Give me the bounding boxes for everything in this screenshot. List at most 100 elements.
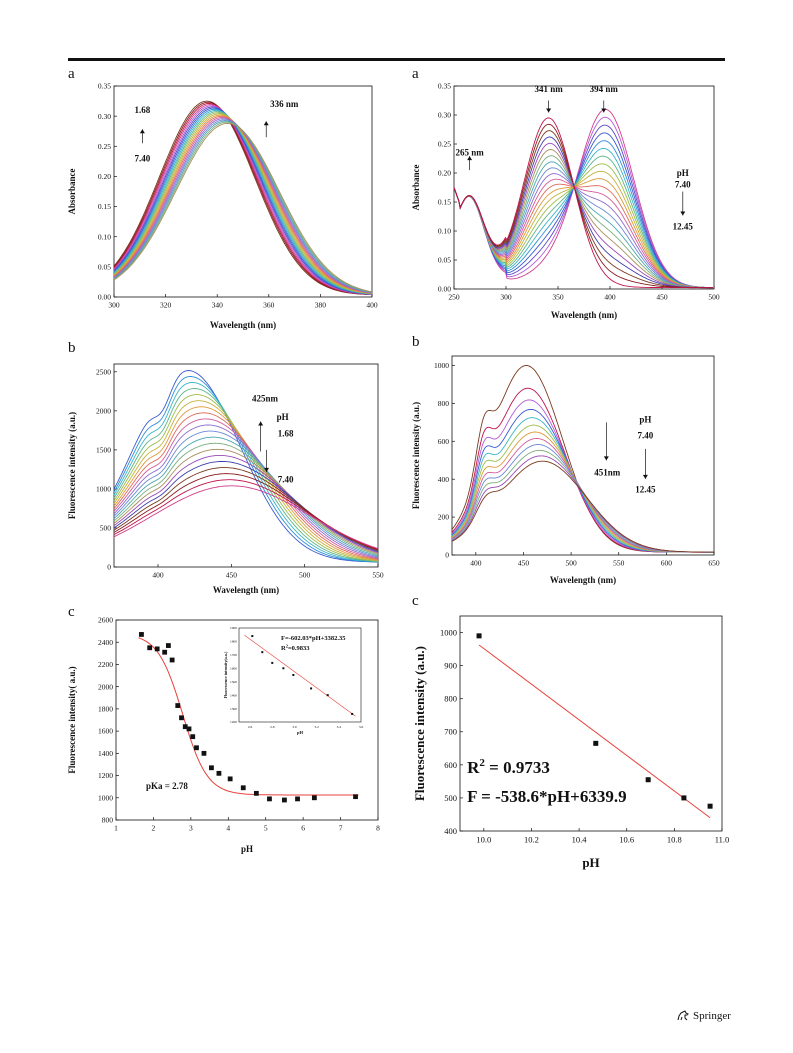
x-tick-label: 500 [565, 559, 577, 568]
x-tick-label: 250 [448, 293, 460, 302]
y-tick-label: 800 [438, 399, 450, 408]
data-point [209, 765, 214, 771]
data-point [166, 643, 171, 648]
y-tick-label: 0.25 [438, 140, 451, 149]
inset-y-tick-label: 1700 [230, 653, 237, 657]
data-point [162, 649, 168, 655]
panel-letter-c-right: c [412, 593, 419, 609]
x-tick-label: 2 [152, 824, 156, 833]
spectrum-line [453, 183, 713, 289]
spectrum-line [113, 382, 379, 563]
y-tick-label: 0.30 [98, 112, 111, 121]
x-tick-label: 300 [108, 301, 120, 310]
inset-frame [238, 627, 362, 723]
y-tick-label: 0.05 [438, 256, 451, 265]
y-tick-label: 0.15 [98, 202, 111, 211]
r-value: = 0.9733 [485, 758, 550, 777]
inset-data-point [310, 687, 313, 690]
annotation-ph-low: 7.40 [135, 153, 151, 163]
data-point [154, 646, 160, 652]
y-tick-label: 0.35 [438, 82, 451, 91]
x-tick-label: 550 [613, 559, 625, 568]
x-tick-label: 5 [264, 824, 268, 833]
y-tick-label: 2400 [98, 638, 113, 647]
spectrum-line [453, 163, 713, 289]
x-tick-label: 10.8 [667, 835, 682, 845]
x-tick-label: 340 [212, 301, 224, 310]
x-tick-label: 450 [226, 571, 238, 580]
data-point [194, 745, 199, 751]
r-exponent: 2 [479, 757, 485, 769]
x-tick-label: 1 [114, 824, 118, 833]
inset-fit-line [244, 635, 356, 717]
publisher-name: Springer [693, 1010, 731, 1022]
inset-x-tick-label: 3.2 [314, 725, 319, 729]
inset-equation: F=-602.03*pH+3382.35 [281, 635, 346, 642]
sigmoid-fit-line [138, 637, 359, 796]
spectrum-line [453, 117, 713, 289]
annotation-ph-low: 7.40 [278, 475, 294, 485]
spectrum-line [113, 448, 379, 555]
inset-r-value: =0.9833 [288, 645, 310, 652]
data-point [179, 715, 184, 721]
data-point [282, 797, 287, 803]
spectrum-line [453, 108, 713, 289]
annotation-ph: pH [677, 168, 689, 178]
data-point [645, 777, 651, 783]
pka-annotation: pKa = 2.78 [146, 781, 188, 791]
x-tick-label: 4 [226, 824, 230, 833]
x-axis-label: Wavelength (nm) [551, 310, 617, 320]
y-tick-label: 700 [444, 727, 457, 737]
inset-y-tick-label: 1200 [230, 720, 237, 724]
data-point [186, 726, 192, 732]
annotation-ph-end: 12.45 [673, 221, 694, 231]
y-axis-label: Fluorescence intensity (a.u.) [411, 402, 421, 509]
absorbance-chart-right: 250 300 350 400 450 500 0.00 0.05 0.10 0.15 0.20 0.… [411, 82, 720, 320]
spectrum-line [113, 485, 379, 549]
y-tick-label: 1000 [434, 361, 449, 370]
x-tick-label: 10.0 [476, 835, 491, 845]
annotation-wavelength: 336 nm [270, 99, 299, 109]
arrow-up-head [258, 421, 264, 426]
inset-r-squared: R2=0.9833 [281, 644, 310, 653]
spectrum-line [453, 140, 713, 289]
spectrum-line [113, 424, 379, 559]
inset-y-tick-label: 1400 [230, 693, 237, 697]
data-point [182, 724, 188, 730]
x-tick-label: 600 [661, 559, 673, 568]
arrow-up-right-head [263, 121, 269, 126]
x-tick-label: 11.0 [715, 835, 730, 845]
annotation-265: 265 nm [455, 148, 484, 158]
annotation-425nm: 425nm [252, 393, 279, 403]
inset-y-tick-label: 1300 [230, 707, 237, 711]
y-tick-label: 600 [438, 437, 450, 446]
spectrum-line [453, 173, 714, 289]
data-point [311, 795, 317, 801]
spectrum-line [113, 102, 373, 296]
spectrum-line [453, 116, 713, 289]
annotation-ph-high: 1.68 [278, 429, 294, 439]
spectrum-line [113, 106, 373, 295]
y-tick-label: 2000 [98, 682, 113, 691]
spectrum-line [113, 436, 379, 557]
panel-letter-a-right: a [412, 66, 419, 82]
y-axis-label: Fluorescence intensity( a.u.) [67, 666, 77, 773]
y-tick-label: 400 [438, 475, 450, 484]
y-axis-label: Absorbance [67, 168, 77, 214]
plot-frame [113, 363, 379, 568]
y-tick-label: 600 [444, 760, 457, 770]
spectrum-line [113, 388, 379, 562]
x-tick-label: 10.4 [572, 835, 588, 845]
y-tick-label: 1000 [96, 485, 111, 494]
x-tick-label: 3 [189, 824, 193, 833]
spectrum-line [451, 365, 714, 553]
spectrum-line [113, 430, 379, 558]
spectrum-line [113, 104, 373, 295]
y-tick-label: 0.10 [98, 232, 111, 241]
x-tick-label: 8 [376, 824, 380, 833]
y-tick-label: 0.00 [438, 285, 451, 294]
absorbance-chart-left: 300 320 340 360 380 400 0.00 0.05 0.10 0.15 0.20 0.… [67, 82, 378, 330]
spectrum-line [113, 406, 379, 561]
data-point [353, 794, 358, 800]
data-point [295, 796, 300, 802]
